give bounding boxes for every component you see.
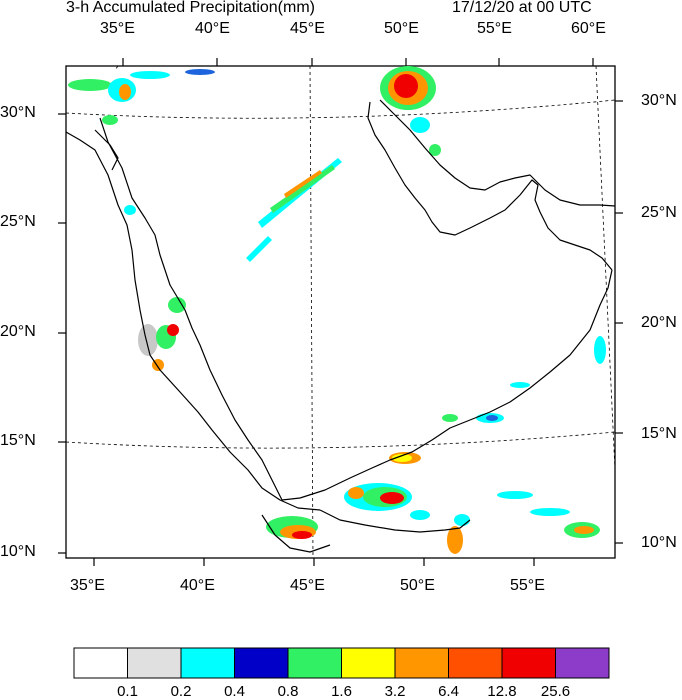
precip-area [574, 526, 594, 534]
colorbar-box [448, 647, 503, 679]
colorbar-box [341, 647, 396, 679]
meridian-45e [309, 65, 314, 559]
precip-area [410, 117, 430, 133]
coast-iran [379, 99, 616, 207]
coast-persian-gulf-west [367, 101, 613, 271]
right-lat-label: 25°N [641, 204, 677, 221]
precip-area [394, 74, 418, 98]
coast-djibouti [261, 514, 331, 553]
graticule [65, 65, 616, 559]
precip-area [292, 531, 312, 539]
colorbar-box [180, 647, 235, 679]
precip-area [510, 382, 530, 388]
map-frame [65, 65, 616, 559]
precip-area [130, 71, 170, 79]
precip-area [119, 84, 131, 100]
precip-area [102, 115, 118, 125]
top-lon-label: 45°E [290, 20, 325, 37]
colorbar-label: 25.6 [541, 683, 570, 700]
coastlines [65, 99, 616, 553]
colorbar-box [555, 647, 610, 679]
left-lat-label: 25°N [0, 213, 36, 230]
top-lon-label: 60°E [571, 20, 606, 37]
valid-time: 17/12/20 at 00 UTC [452, 0, 592, 16]
colorbar-label: 0.8 [278, 683, 299, 700]
colorbar-label: 0.4 [224, 683, 245, 700]
precip-area [410, 510, 430, 520]
bottom-lon-label: 45°E [290, 577, 325, 594]
precip-area [138, 324, 158, 356]
right-lat-label: 30°N [641, 92, 677, 109]
precip-area [497, 491, 533, 499]
coast-sinai [94, 129, 119, 171]
colorbar-label: 6.4 [438, 683, 459, 700]
coast-arabia-redsea [99, 117, 283, 501]
colorbar-box [234, 647, 289, 679]
precipitation-field [68, 66, 606, 554]
bottom-lon-label: 35°E [70, 577, 105, 594]
precip-area [246, 236, 272, 262]
top-lon-label: 50°E [384, 20, 419, 37]
top-lon-label: 55°E [477, 20, 512, 37]
coast-arabia-south [281, 269, 613, 501]
bottom-lon-label: 40°E [180, 577, 215, 594]
right-lat-label: 15°N [641, 425, 677, 442]
coast-africa-redsea [65, 131, 321, 511]
colorbar: 0.1 0.2 0.4 0.8 1.6 3.2 6.4 12.8 25.6 [73, 647, 610, 700]
map-title: 3-h Accumulated Precipitation(mm) [66, 0, 315, 16]
precip-area [348, 487, 364, 499]
colorbar-label: 3.2 [385, 683, 406, 700]
right-lat-label: 10°N [641, 534, 677, 551]
right-lat-label: 20°N [641, 314, 677, 331]
bottom-lon-label: 55°E [510, 577, 545, 594]
bottom-lon-label: 50°E [400, 577, 435, 594]
colorbar-box [287, 647, 342, 679]
parallel-30n [65, 99, 616, 119]
left-lat-label: 15°N [0, 432, 36, 449]
precip-area [442, 414, 458, 422]
meridian-60e [595, 65, 616, 471]
left-lat-label: 10°N [0, 543, 36, 560]
precip-area [530, 508, 570, 516]
precip-area [270, 165, 335, 213]
top-lon-label: 40°E [195, 20, 230, 37]
colorbar-box [501, 647, 556, 679]
precip-area [380, 492, 404, 504]
precip-area [454, 514, 470, 526]
precip-area [486, 415, 498, 421]
colorbar-label: 0.1 [117, 683, 138, 700]
left-lat-label: 30°N [0, 104, 36, 121]
meridian-35e [114, 65, 119, 71]
precip-area [392, 454, 412, 462]
precip-area [168, 297, 186, 313]
precip-area [429, 144, 441, 156]
precip-area [124, 205, 136, 215]
colorbar-box [394, 647, 449, 679]
precip-area [447, 526, 463, 554]
colorbar-label: 0.2 [171, 683, 192, 700]
top-lon-label: 35°E [100, 20, 135, 37]
precip-area [185, 69, 215, 75]
colorbar-label: 1.6 [331, 683, 352, 700]
parallel-15n [65, 431, 616, 449]
colorbar-box [127, 647, 182, 679]
precip-area [594, 336, 606, 364]
left-lat-label: 20°N [0, 323, 36, 340]
precip-area [167, 324, 179, 336]
precip-area [68, 79, 112, 91]
precip-area [284, 170, 322, 198]
colorbar-label: 12.8 [487, 683, 516, 700]
coast-somalia [319, 509, 471, 533]
colorbar-box [73, 647, 128, 679]
tick-marks [58, 58, 623, 566]
